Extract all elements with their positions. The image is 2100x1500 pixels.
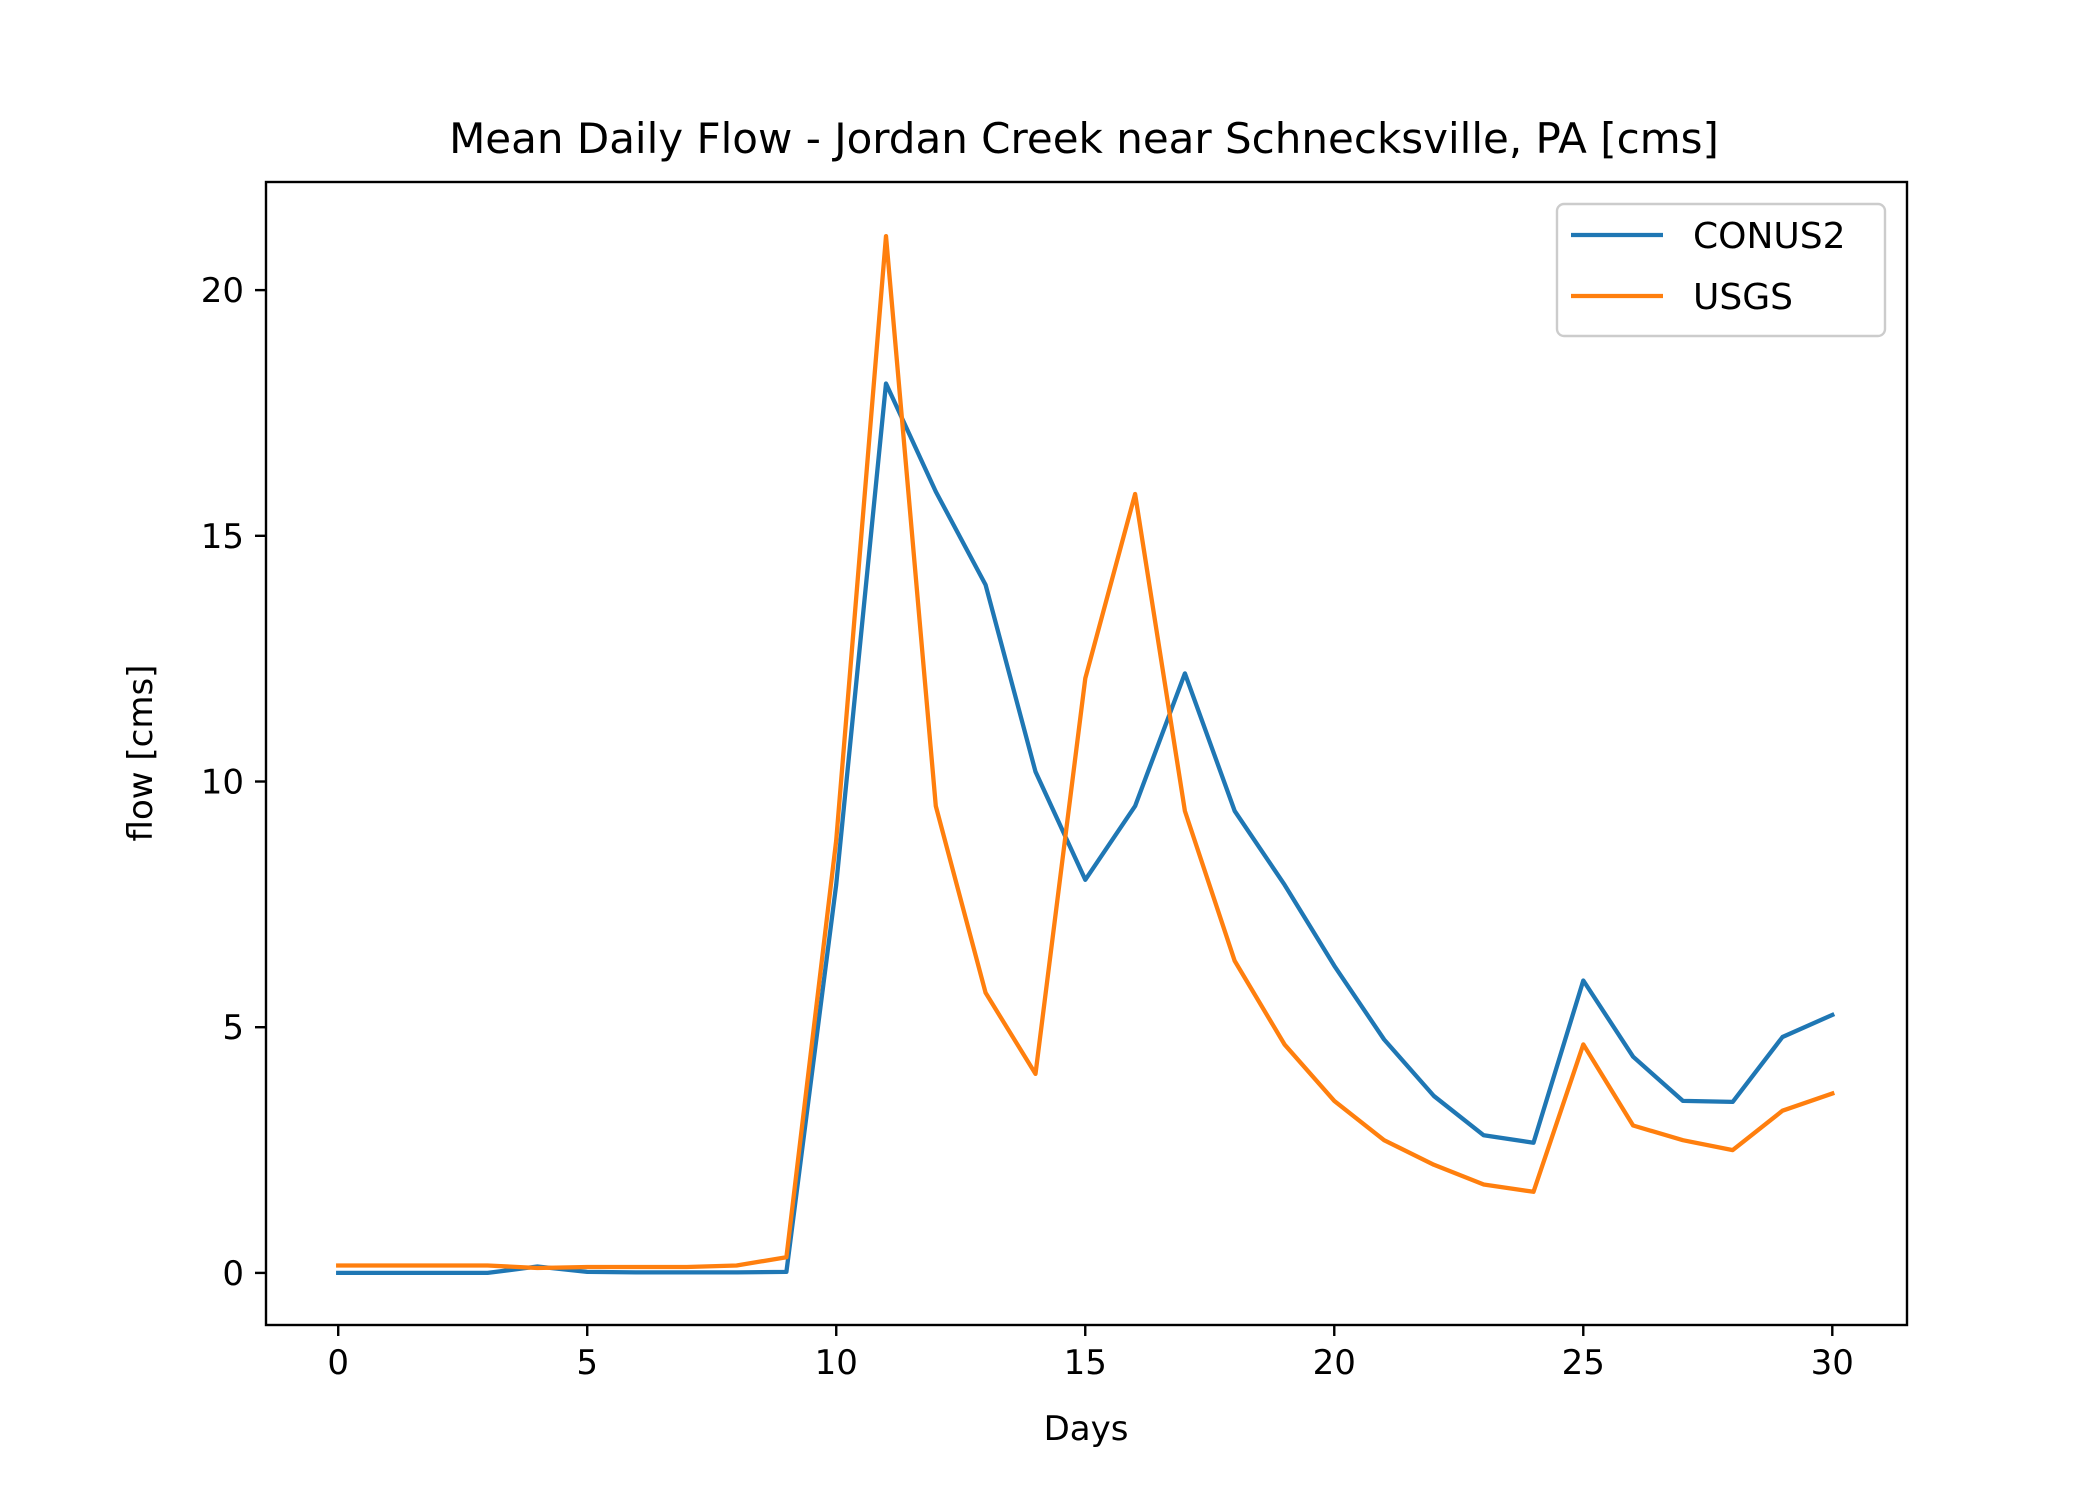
x-axis-label: Days xyxy=(1044,1409,1129,1449)
chart-title: Mean Daily Flow - Jordan Creek near Schn… xyxy=(449,114,1719,163)
plot-layer xyxy=(336,233,1836,1276)
x-tick-label: 15 xyxy=(1064,1343,1107,1383)
y-tick-label: 20 xyxy=(201,271,244,311)
x-tick-label: 10 xyxy=(815,1343,858,1383)
legend: CONUS2 USGS xyxy=(1555,202,1887,338)
x-tick-label: 0 xyxy=(327,1343,349,1383)
y-tick-label: 0 xyxy=(222,1254,244,1294)
axis-ticks: 0 5 10 15 20 25 30 0 5 10 15 20 xyxy=(201,271,1854,1383)
y-tick-label: 15 xyxy=(201,517,244,557)
plot-area-frame xyxy=(264,180,1909,1327)
legend-label-usgs: USGS xyxy=(1693,277,1793,318)
x-tick-label: 25 xyxy=(1562,1343,1605,1383)
y-tick-label: 5 xyxy=(222,1008,244,1048)
legend-label-conus2: CONUS2 xyxy=(1693,216,1846,257)
y-axis-label: flow [cms] xyxy=(121,665,161,842)
x-tick-label: 20 xyxy=(1313,1343,1356,1383)
series-line-usgs xyxy=(336,233,1836,1271)
series-line-conus2 xyxy=(336,381,1836,1276)
x-tick-label: 30 xyxy=(1811,1343,1854,1383)
x-tick-label: 5 xyxy=(576,1343,598,1383)
y-tick-label: 10 xyxy=(201,763,244,803)
